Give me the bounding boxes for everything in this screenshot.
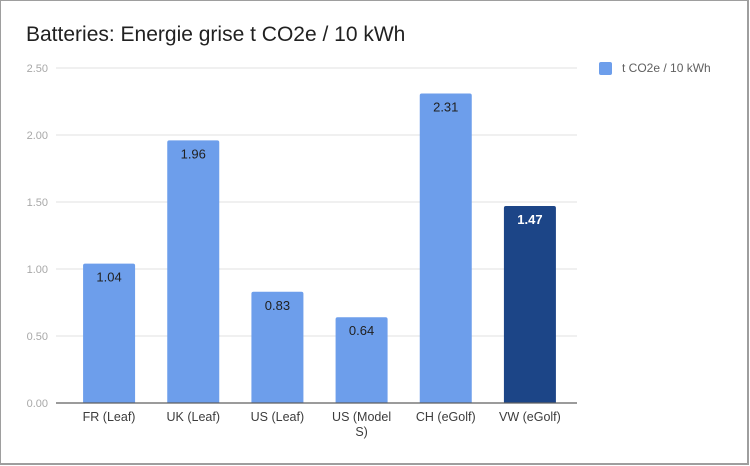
x-tick-label: US (Model [332, 410, 391, 424]
data-label: 1.96 [181, 146, 206, 161]
y-tick-label: 2.00 [27, 130, 48, 142]
bar [335, 317, 388, 403]
bar [419, 93, 472, 404]
x-tick-label: CH (eGolf) [416, 410, 476, 424]
x-tick-label: UK (Leaf) [167, 410, 221, 424]
chart-title: Batteries: Energie grise t CO2e / 10 kWh [26, 23, 406, 46]
data-label: 0.83 [265, 298, 290, 313]
bar [503, 206, 556, 403]
y-tick-label: 1.00 [27, 264, 48, 276]
legend-label: t CO2e / 10 kWh [622, 61, 711, 75]
bar [83, 263, 136, 403]
legend: t CO2e / 10 kWh [599, 61, 711, 75]
data-label: 0.64 [349, 323, 374, 338]
x-tick-label: S) [355, 425, 368, 439]
y-tick-label: 0.00 [27, 398, 48, 410]
y-tick-label: 2.50 [27, 63, 48, 75]
data-label: 2.31 [433, 99, 458, 114]
x-tick-label: FR (Leaf) [83, 410, 136, 424]
bar [251, 291, 304, 403]
data-label: 1.04 [96, 270, 121, 285]
x-tick-label: VW (eGolf) [499, 410, 561, 424]
y-tick-label: 0.50 [27, 331, 48, 343]
x-tick-label: US (Leaf) [251, 410, 305, 424]
data-label: 1.47 [517, 212, 542, 227]
bar [167, 140, 220, 404]
legend-swatch [599, 61, 612, 75]
y-tick-label: 1.50 [27, 197, 48, 209]
